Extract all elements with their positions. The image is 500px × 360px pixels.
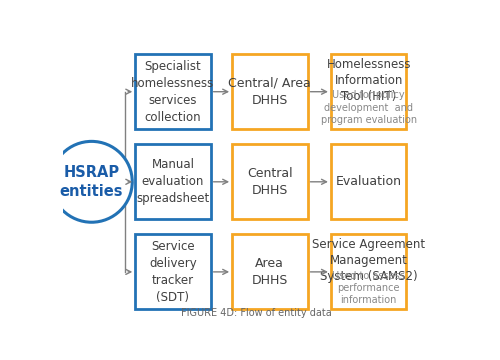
Bar — [232, 234, 308, 309]
Text: Specialist
homelessness
services
collection: Specialist homelessness services collect… — [132, 60, 214, 124]
Bar — [232, 54, 308, 129]
Bar — [135, 54, 210, 129]
Text: Used to assess
performance
information: Used to assess performance information — [332, 271, 405, 305]
Text: Central
DHHS: Central DHHS — [247, 167, 292, 197]
Text: Manual
evaluation
spreadsheet: Manual evaluation spreadsheet — [136, 158, 210, 205]
Text: Service Agreement
Management
System (SAMS2): Service Agreement Management System (SAM… — [312, 238, 425, 283]
Ellipse shape — [51, 141, 132, 222]
Text: FIGURE 4D: Flow of entity data: FIGURE 4D: Flow of entity data — [181, 308, 332, 318]
Text: Used for policy
development  and
program evaluation: Used for policy development and program … — [320, 90, 416, 125]
Bar — [135, 234, 210, 309]
Bar — [232, 144, 308, 219]
Text: Service
delivery
tracker
(SDT): Service delivery tracker (SDT) — [149, 240, 197, 304]
Text: Evaluation: Evaluation — [336, 175, 402, 188]
Bar — [135, 144, 210, 219]
Bar — [331, 234, 406, 309]
Text: Homelessness
Information
Tool (HIT): Homelessness Information Tool (HIT) — [326, 58, 411, 103]
Bar — [331, 54, 406, 129]
Text: Area
DHHS: Area DHHS — [252, 257, 288, 287]
Text: HSRAP
entities: HSRAP entities — [60, 165, 124, 199]
Bar — [331, 144, 406, 219]
Text: Central/ Area
DHHS: Central/ Area DHHS — [228, 77, 311, 107]
